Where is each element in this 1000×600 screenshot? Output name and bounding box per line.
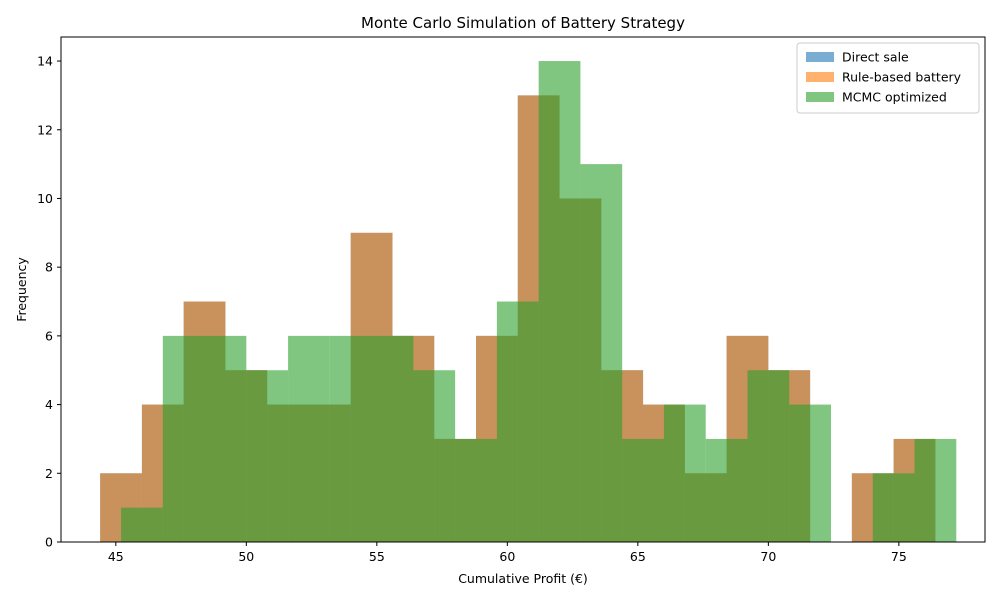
- bar-mcmc-optimized: [622, 438, 664, 542]
- y-axis-ticks: 0 2 4 6 8 10 12 14: [37, 54, 61, 550]
- x-tick-label: 60: [499, 549, 515, 564]
- y-tick-label: 2: [45, 466, 53, 481]
- bar-mcmc-optimized: [538, 61, 581, 543]
- bar-mcmc-optimized: [580, 164, 623, 543]
- bar-mcmc-optimized: [204, 335, 247, 542]
- x-tick-label: 75: [891, 549, 907, 564]
- chart-title: Monte Carlo Simulation of Battery Strate…: [361, 14, 685, 32]
- bar-mcmc-optimized: [789, 404, 831, 542]
- bar-mcmc-optimized: [747, 370, 790, 542]
- legend-label-rule-based-battery: Rule-based battery: [842, 70, 962, 85]
- bar-mcmc-optimized: [496, 301, 539, 542]
- x-tick-label: 55: [369, 549, 385, 564]
- y-tick-label: 14: [37, 54, 53, 69]
- bar-mcmc-optimized: [413, 370, 456, 542]
- x-axis-label: Cumulative Profit (€): [458, 571, 588, 586]
- legend: Direct sale Rule-based battery MCMC optimi…: [796, 42, 980, 114]
- bar-mcmc-optimized: [246, 370, 289, 542]
- x-axis-ticks: 45 50 55 60 65 70 75: [108, 542, 907, 564]
- histogram-bars: [100, 61, 957, 543]
- y-tick-label: 12: [37, 122, 53, 137]
- legend-swatch-rule-based-battery: [806, 72, 834, 82]
- bar-mcmc-optimized: [663, 404, 706, 542]
- plot-frame: [60, 36, 986, 543]
- bar-mcmc-optimized: [872, 473, 915, 542]
- legend-box: [796, 42, 980, 114]
- bar-mcmc-optimized: [288, 335, 330, 542]
- bar-mcmc-optimized: [705, 438, 748, 542]
- x-tick-label: 70: [760, 549, 776, 564]
- y-tick-label: 6: [45, 328, 53, 343]
- bar-mcmc-optimized: [162, 335, 205, 542]
- legend-label-mcmc-optimized: MCMC optimized: [842, 90, 947, 105]
- x-tick-label: 45: [108, 549, 124, 564]
- bar-mcmc-optimized: [121, 507, 163, 542]
- y-tick-label: 4: [45, 397, 53, 412]
- y-tick-label: 8: [45, 260, 53, 275]
- y-tick-label: 10: [37, 191, 53, 206]
- x-tick-label: 65: [630, 549, 646, 564]
- bar-mcmc-optimized: [914, 438, 957, 542]
- x-tick-label: 50: [238, 549, 254, 564]
- legend-swatch-direct-sale: [806, 52, 834, 62]
- legend-swatch-mcmc-optimized: [806, 92, 834, 102]
- bar-mcmc-optimized: [455, 438, 497, 542]
- y-axis-label: Frequency: [14, 257, 29, 322]
- bar-mcmc-optimized: [329, 335, 372, 542]
- legend-label-direct-sale: Direct sale: [842, 50, 909, 65]
- y-tick-label: 0: [45, 535, 53, 550]
- bar-mcmc-optimized: [371, 335, 414, 542]
